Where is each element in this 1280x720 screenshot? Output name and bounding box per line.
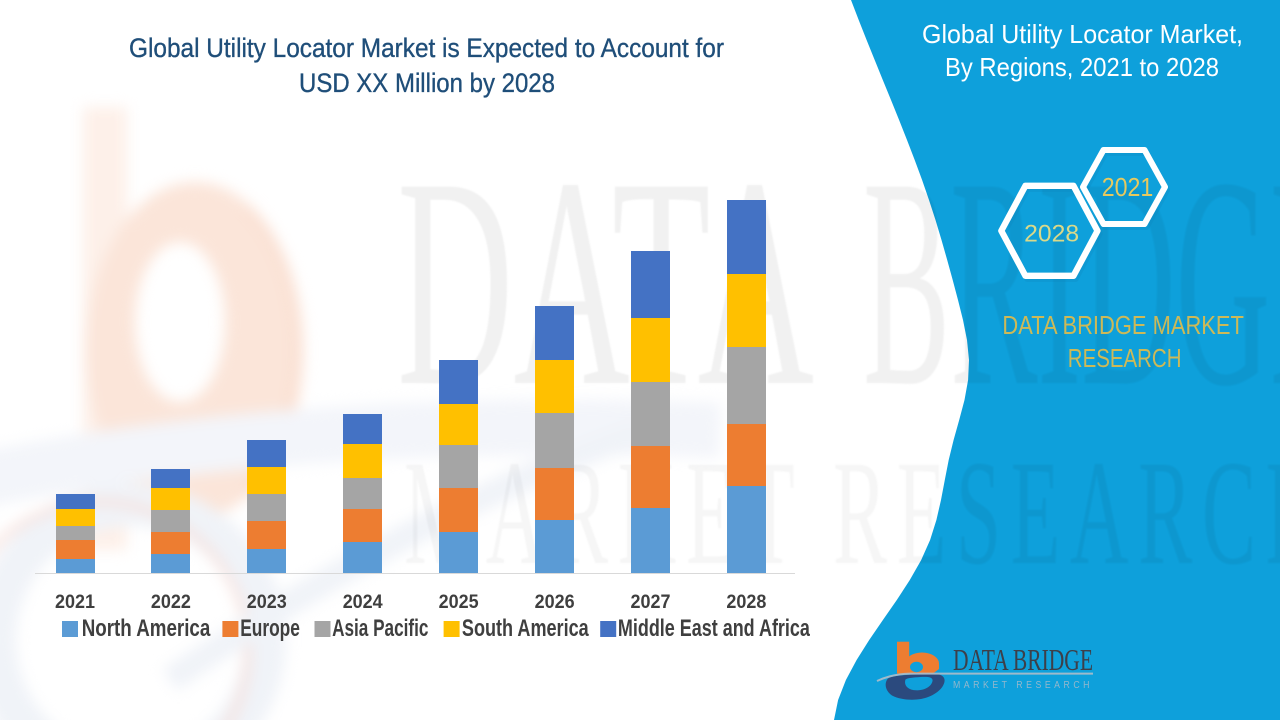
svg-text:2028: 2028 xyxy=(726,591,766,613)
svg-text:2024: 2024 xyxy=(343,591,383,613)
svg-text:USD XX Million by 2028: USD XX Million by 2028 xyxy=(299,68,555,98)
svg-text:DATA BRIDGE MARKET: DATA BRIDGE MARKET xyxy=(1002,310,1244,340)
svg-text:RESEARCH: RESEARCH xyxy=(1068,343,1182,373)
svg-text:Global Utility Locator Market,: Global Utility Locator Market, xyxy=(922,19,1243,49)
svg-text:Europe: Europe xyxy=(240,615,300,642)
svg-text:2021: 2021 xyxy=(55,591,95,613)
svg-text:South America: South America xyxy=(462,615,589,642)
svg-text:2021: 2021 xyxy=(1102,172,1154,202)
svg-text:By Regions, 2021 to 2028: By Regions, 2021 to 2028 xyxy=(945,52,1219,82)
svg-text:2022: 2022 xyxy=(151,591,191,613)
svg-text:Middle East and Africa: Middle East and Africa xyxy=(618,615,810,642)
svg-text:2028: 2028 xyxy=(1024,221,1079,248)
svg-text:North America: North America xyxy=(82,615,211,642)
svg-text:2026: 2026 xyxy=(535,591,575,613)
svg-text:2023: 2023 xyxy=(247,591,287,613)
svg-text:2025: 2025 xyxy=(439,591,479,613)
svg-text:2027: 2027 xyxy=(631,591,671,613)
svg-text:DATA BRIDGE: DATA BRIDGE xyxy=(953,642,1093,677)
svg-text:MARKET RESEARCH: MARKET RESEARCH xyxy=(953,680,1093,691)
svg-text:Asia Pacific: Asia Pacific xyxy=(332,615,428,642)
svg-text:Global Utility Locator Market: Global Utility Locator Market is Expecte… xyxy=(129,33,724,63)
